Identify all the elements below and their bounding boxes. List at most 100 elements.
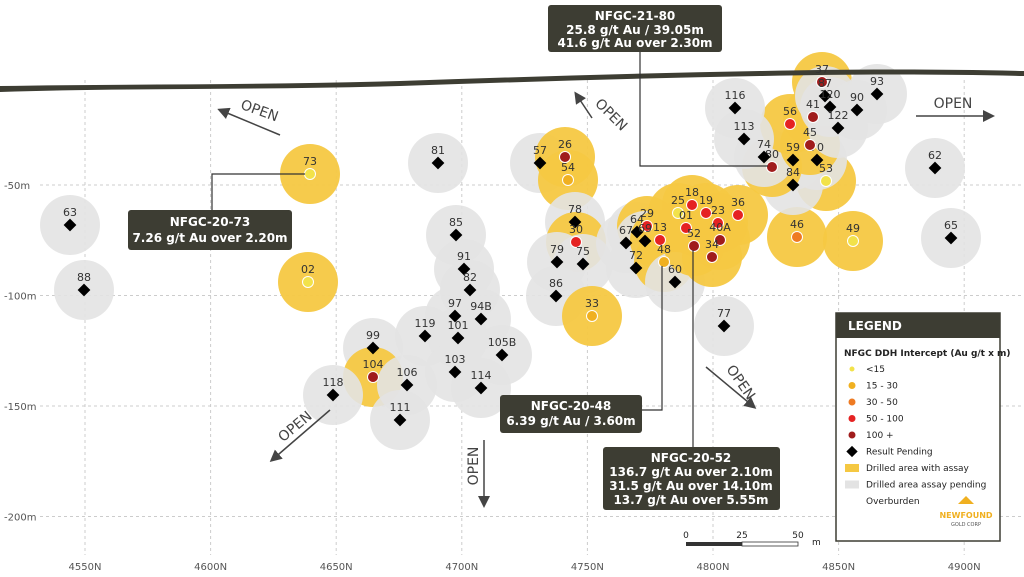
legend-title: LEGEND [848, 319, 902, 333]
legend-swatch [845, 464, 859, 472]
hole-intercept [562, 174, 574, 186]
hole-intercept [672, 207, 684, 219]
callout-title: NFGC-20-48 [531, 399, 612, 413]
y-axis-label: -200m [4, 513, 36, 524]
hole-intercept [847, 235, 859, 247]
callout-box [548, 5, 722, 52]
scale-label: 25 [736, 531, 747, 541]
callout-line: 25.8 g/t Au / 39.05m [566, 23, 704, 37]
hole-intercept [791, 231, 803, 243]
hole-label: 40A [709, 221, 731, 234]
logo-icon [958, 496, 974, 504]
scale-seg [741, 541, 799, 547]
hole-label: 73 [303, 155, 317, 168]
hole-label: 64 [630, 213, 644, 226]
scale-seg [686, 542, 742, 546]
legend-label: <15 [866, 365, 885, 375]
hole-intercept [570, 236, 582, 248]
hole-label: 77 [717, 307, 731, 320]
hole-label: 23 [711, 204, 725, 217]
hole-pending [449, 228, 463, 242]
hole-label: 85 [449, 216, 463, 229]
legend-swatch [848, 382, 856, 389]
hole-label: 34 [705, 238, 719, 251]
hole-label: 62 [928, 149, 942, 162]
hole-label: 53 [819, 162, 833, 175]
hole-pending [495, 348, 509, 362]
hole-label: 97 [448, 297, 462, 310]
hole-label: 36 [731, 196, 745, 209]
hole-pending [366, 341, 380, 355]
hole-label: 37 [815, 63, 829, 76]
scale-unit: m [812, 538, 821, 548]
hole-label: 103 [445, 353, 466, 366]
legend-label: 50 - 100 [866, 415, 904, 425]
hole-label: 30 [569, 223, 583, 236]
hole-pending [474, 312, 488, 326]
open-label: OPEN [723, 362, 758, 403]
hole-pending [448, 365, 462, 379]
hole-label: 94B [470, 300, 492, 313]
hole-label: 13 [653, 221, 667, 234]
hole-intercept [714, 234, 726, 246]
hole-label: 63 [63, 206, 77, 219]
leader [642, 266, 663, 411]
hole-intercept [367, 371, 379, 383]
hole-label: 49 [846, 222, 860, 235]
hole-label: 81 [431, 144, 445, 157]
hole-label: 57 [533, 144, 547, 157]
arrow [217, 107, 281, 136]
hole-intercept [302, 276, 314, 288]
hole-label: 79 [550, 243, 564, 256]
hole-label: 119 [415, 317, 436, 330]
hole-label: 52 [687, 227, 701, 240]
hole-pending [63, 218, 77, 232]
hole-intercept [706, 251, 718, 263]
hole-label: 101 [448, 319, 469, 332]
hole-pending [463, 283, 477, 297]
hole-label: 59 [786, 141, 800, 154]
hole-label: 41 [806, 98, 820, 111]
hole-pending [400, 378, 414, 392]
legend-label: Result Pending [866, 448, 933, 458]
hole-label: 122 [828, 109, 849, 122]
hole-label: 01 [679, 209, 693, 222]
hole-intercept [807, 111, 819, 123]
hole-label: 25 [671, 194, 685, 207]
legend-subtitle: NFGC DDH Intercept (Au g/t x m) [844, 349, 1011, 359]
legend-swatch [848, 431, 856, 439]
hole-label: 116 [725, 89, 746, 102]
y-axis-label: -50m [4, 181, 30, 192]
callout-title: NFGC-20-52 [651, 451, 732, 465]
legend-label: Drilled area with assay [866, 464, 970, 474]
hole-intercept [658, 256, 670, 268]
hole-label: 88 [77, 271, 91, 284]
hole-intercept [804, 139, 816, 151]
scale-bar: 0 25 50 m [683, 531, 821, 548]
legend-swatch [848, 415, 856, 422]
hole-pending [474, 381, 488, 395]
hole-label: 72 [629, 249, 643, 262]
hole-label: 111 [390, 401, 411, 414]
hole-intercept [641, 220, 653, 232]
hole-intercept [700, 207, 712, 219]
hole-label: 02 [301, 263, 315, 276]
hole-label: 93 [870, 75, 884, 88]
leader [211, 173, 305, 210]
hole-label: 74 [757, 138, 771, 151]
hole-intercept [688, 240, 700, 252]
x-axis-label: 4850N [822, 562, 855, 573]
hole-label: 48 [657, 243, 671, 256]
hole-intercept [732, 209, 744, 221]
hole-label: 69 [638, 222, 652, 235]
legend-label: 30 - 50 [866, 398, 898, 408]
topography [0, 69, 1024, 92]
x-axis-label: 4750N [571, 562, 604, 573]
hole-label: 67 [619, 224, 633, 237]
x-axis-label: 4600N [194, 562, 227, 573]
open-label: OPEN [591, 96, 630, 135]
x-axis-label: 4650N [320, 562, 353, 573]
y-axis-label: -100m [4, 292, 36, 303]
legend-header [836, 313, 1000, 338]
